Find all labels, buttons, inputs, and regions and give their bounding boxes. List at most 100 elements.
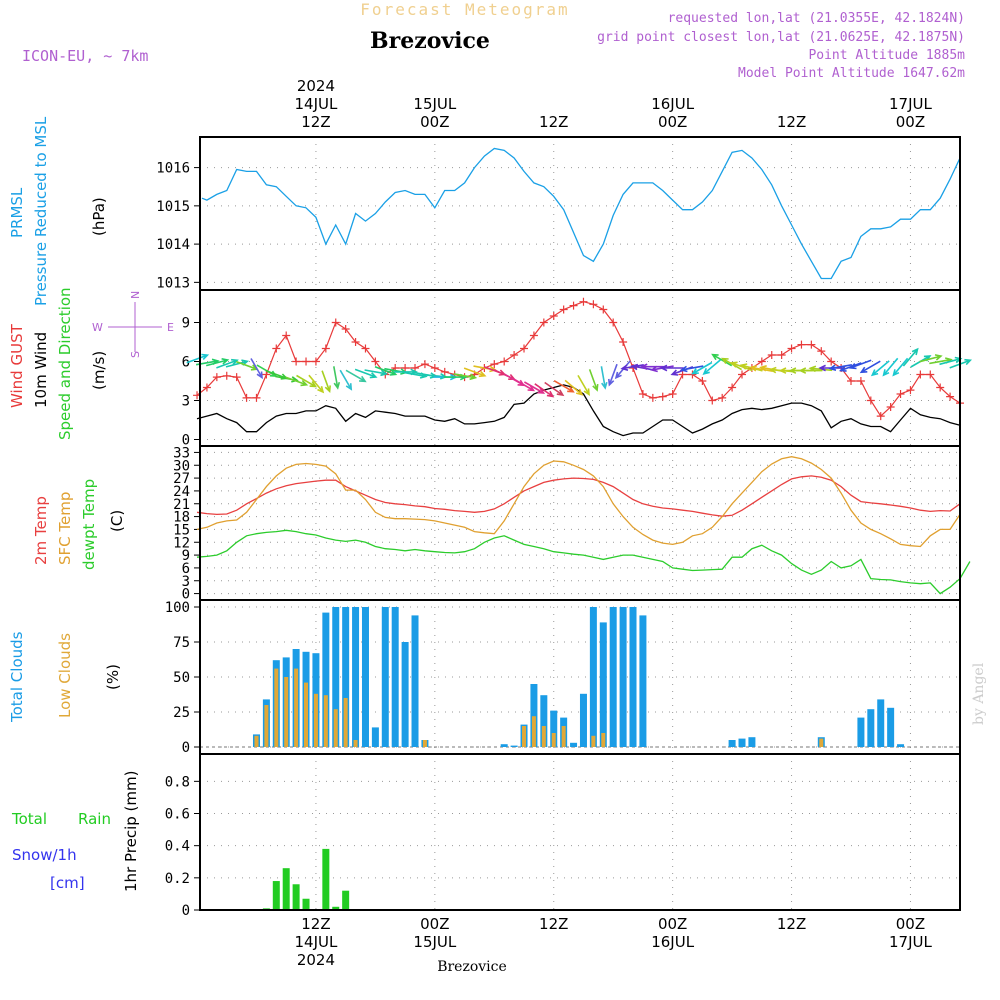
top-label-date: 15JUL xyxy=(413,95,456,113)
wind-panel: 0 3 6 9 xyxy=(182,289,973,449)
gust-marker xyxy=(202,383,211,392)
wind-arrow xyxy=(514,378,536,392)
wind-arrow xyxy=(679,365,704,373)
model-altitude-text: Model Point Altitude 1647.62m xyxy=(738,66,965,81)
gust-marker xyxy=(946,392,955,401)
bottom-label-hour: 12Z xyxy=(777,915,806,933)
gust-marker xyxy=(569,301,578,310)
clouds-ytick-label: 50 xyxy=(173,670,190,686)
gust-marker xyxy=(321,344,330,353)
temperature-dewpt-temp-line xyxy=(196,529,971,595)
wind-arrow xyxy=(205,358,230,367)
gust-marker xyxy=(847,377,856,385)
wind-arrow xyxy=(524,381,546,394)
wind-arrow xyxy=(564,379,584,396)
total-cloud-bar xyxy=(510,745,518,747)
gust-marker xyxy=(856,377,865,385)
low-cloud-bar xyxy=(333,709,338,747)
ms-unit-label: (m/s) xyxy=(90,351,108,390)
wind-arrow xyxy=(453,373,478,381)
prmsl-label: PRMSL xyxy=(8,187,26,238)
wind-arrow xyxy=(749,365,773,372)
gust-marker xyxy=(787,344,796,353)
wind-ytick-label: 6 xyxy=(182,355,190,371)
total-cloud-bar xyxy=(352,607,360,747)
gust-marker xyxy=(292,357,301,366)
temperature-ytick-label: 18 xyxy=(173,510,190,526)
gust-marker xyxy=(698,377,707,385)
wind-compass: N S W E xyxy=(92,291,174,358)
bottom-label-year: 2024 xyxy=(297,951,335,969)
bottom-label-hour: 00Z xyxy=(658,915,687,933)
compass-n: N xyxy=(129,291,142,299)
wind-arrow xyxy=(216,358,239,369)
gust-marker xyxy=(767,351,776,359)
wind-arrow xyxy=(659,364,684,372)
rain-label: Rain xyxy=(78,810,111,828)
rain-bar xyxy=(332,906,340,910)
low-cloud-bar xyxy=(284,677,289,747)
gust-marker xyxy=(619,338,628,346)
precip-ytick-label: 0.4 xyxy=(165,839,190,855)
pressure-ytick-label: 1015 xyxy=(156,199,190,215)
pressure-yaxis: 1013 1014 1015 1016 xyxy=(156,161,200,291)
gust-marker xyxy=(401,364,410,372)
low-cloud-bar xyxy=(601,733,606,747)
low-cloud-bar xyxy=(274,668,279,747)
footer-location: Brezovice xyxy=(437,959,507,975)
gust-marker xyxy=(331,318,340,327)
point-altitude-text: Point Altitude 1885m xyxy=(808,48,965,63)
requested-text: requested lon,lat (21.0355E, 42.1824N) xyxy=(668,11,965,26)
total-cloud-bar xyxy=(619,607,627,747)
low-cloud-bar xyxy=(422,740,427,747)
snow-label: Snow/1h xyxy=(12,846,77,864)
rain-bar xyxy=(272,881,280,910)
gust-marker xyxy=(262,370,271,379)
rain-bar xyxy=(282,868,290,910)
wind-arrow xyxy=(374,366,398,376)
precip-grid xyxy=(200,754,960,911)
compass-w: W xyxy=(92,321,103,334)
low-cloud-bar xyxy=(531,716,536,747)
gust-marker xyxy=(242,393,251,402)
gust-line xyxy=(196,301,961,418)
temperature-ytick-label: 30 xyxy=(173,458,190,474)
wind-arrow xyxy=(870,360,890,377)
wind-arrow xyxy=(321,370,331,394)
bottom-label-date: 14JUL xyxy=(295,933,338,951)
gust-marker xyxy=(222,371,231,380)
total-cloud-bar xyxy=(332,607,340,747)
gust-marker xyxy=(371,357,380,366)
total-cloud-bar xyxy=(401,642,409,747)
sfc-temp-label: SFC Temp xyxy=(56,492,74,565)
dewpt-label: dewpt Temp xyxy=(80,479,98,570)
temperature-ytick-label: 27 xyxy=(173,471,190,487)
total-label: Total xyxy=(11,810,47,828)
top-label-hour: 12Z xyxy=(539,113,568,131)
wind-arrow xyxy=(544,381,565,397)
wind-arrow xyxy=(534,383,555,398)
gust-marker xyxy=(500,357,509,366)
total-cloud-bar xyxy=(897,744,905,747)
gust-marker xyxy=(866,396,875,405)
wind-arrow xyxy=(639,363,664,371)
gust-marker xyxy=(520,344,529,353)
clouds-ytick-label: 25 xyxy=(173,705,190,721)
temperature-grid xyxy=(200,446,960,600)
wind-arrow xyxy=(463,367,487,378)
top-label-year: 2024 xyxy=(297,77,335,95)
cm-unit-label: [cm] xyxy=(50,874,85,892)
gust-label: Wind GUST xyxy=(8,323,26,408)
gust-marker xyxy=(490,360,499,369)
wind-arrow xyxy=(308,374,325,394)
precip-ytick-label: 0.6 xyxy=(165,807,190,823)
total-cloud-bar xyxy=(322,612,330,747)
total-cloud-bar xyxy=(530,684,538,747)
gridpoint-text: grid point closest lon,lat (21.0625E, 42… xyxy=(597,30,965,45)
wind-ytick-label: 3 xyxy=(182,394,190,410)
temperature-ytick-label: 0 xyxy=(182,587,190,603)
precip-frame xyxy=(199,753,961,911)
gust-marker xyxy=(718,393,727,402)
top-label-hour: 00Z xyxy=(896,113,925,131)
